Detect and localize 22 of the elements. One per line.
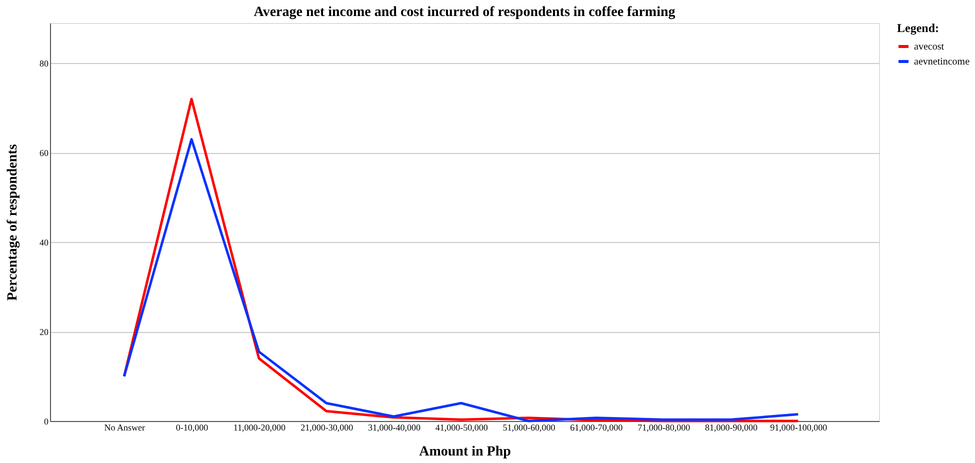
x-tick-label: 81,000-90,000 [704,422,758,432]
x-tick-label: 41,000-50,000 [435,422,488,432]
y-tick-label: 80 [40,58,49,69]
x-tick-label: 91,000-100,000 [770,422,828,432]
y-axis-title: Percentage of respondents [6,144,20,301]
x-tick-label: 71,000-80,000 [638,422,691,432]
x-tick-label: 61,000-70,000 [570,422,624,432]
legend-title: Legend: [897,21,939,35]
legend-label: aevnetincome [914,56,970,68]
y-tick-label: 20 [40,327,49,338]
x-tick-label: 0-10,000 [176,422,209,432]
x-tick-label: No Answer [104,422,146,432]
chart-title: Average net income and cost incurred of respondents in coffee farming [254,5,676,20]
x-tick-label: 51,000-60,000 [502,422,556,432]
y-tick-label: 60 [40,148,49,158]
x-tick-label: 31,000-40,000 [368,422,421,432]
x-tick-label: 21,000-30,000 [300,422,354,432]
legend-label: avecost [914,42,944,52]
x-tick-label: 11,000-20,000 [233,422,286,432]
x-axis-title: Amount in Php [419,444,512,460]
y-tick-label: 40 [40,238,49,248]
y-tick-label: 0 [44,416,49,426]
